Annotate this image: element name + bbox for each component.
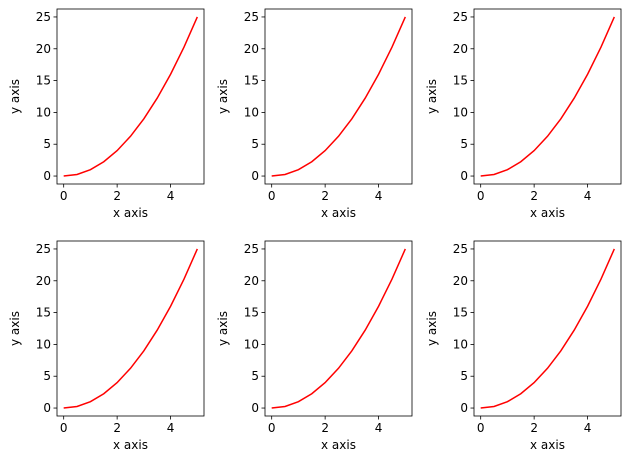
y-tick-label: 5: [43, 369, 51, 383]
x-tick-label: 4: [584, 421, 592, 435]
axes-frame: [56, 8, 205, 185]
data-line: [480, 248, 616, 409]
y-axis-label: y axis: [216, 79, 230, 114]
x-tick-label: 4: [375, 189, 383, 203]
y-tick-label: 5: [251, 137, 259, 151]
data-line: [63, 248, 199, 409]
x-axis-label: x axis: [530, 438, 565, 452]
data-line: [63, 16, 199, 177]
y-tick-label: 20: [36, 42, 51, 56]
y-tick-label: 15: [36, 74, 51, 88]
x-tick-label: 4: [375, 421, 383, 435]
x-tick-label: 0: [268, 189, 276, 203]
y-tick-label: 20: [453, 274, 468, 288]
data-line: [271, 248, 407, 409]
x-tick-label: 4: [167, 421, 175, 435]
x-axis-label: x axis: [321, 206, 356, 220]
y-tick-label: 10: [36, 105, 51, 119]
y-tick-label: 5: [43, 137, 51, 151]
y-axis-label: y axis: [8, 311, 22, 346]
y-tick-label: 20: [244, 42, 259, 56]
axes-frame: [473, 8, 622, 185]
axes-frame: [264, 8, 413, 185]
x-tick-label: 2: [530, 421, 538, 435]
x-tick-label: 0: [268, 421, 276, 435]
y-axis-label: y axis: [8, 79, 22, 114]
y-tick-label: 15: [244, 306, 259, 320]
x-tick-label: 2: [113, 189, 121, 203]
y-tick-label: 25: [453, 10, 468, 24]
x-axis-label: x axis: [113, 438, 148, 452]
y-axis-label: y axis: [425, 79, 439, 114]
y-tick-label: 20: [36, 274, 51, 288]
x-tick-label: 4: [167, 189, 175, 203]
x-axis-label: x axis: [530, 206, 565, 220]
y-tick-label: 15: [453, 306, 468, 320]
y-tick-label: 15: [244, 74, 259, 88]
y-tick-label: 20: [244, 274, 259, 288]
y-tick-label: 25: [36, 242, 51, 256]
x-tick-label: 0: [60, 421, 68, 435]
x-tick-label: 2: [321, 421, 329, 435]
y-tick-label: 15: [453, 74, 468, 88]
x-tick-label: 4: [584, 189, 592, 203]
y-tick-label: 5: [460, 369, 468, 383]
x-tick-label: 2: [113, 421, 121, 435]
y-tick-label: 25: [36, 10, 51, 24]
y-tick-label: 25: [453, 242, 468, 256]
data-line: [271, 16, 407, 177]
x-axis-label: x axis: [113, 206, 148, 220]
y-tick-label: 10: [453, 105, 468, 119]
x-axis-label: x axis: [321, 438, 356, 452]
y-tick-label: 5: [251, 369, 259, 383]
y-tick-label: 20: [453, 42, 468, 56]
x-tick-label: 2: [530, 189, 538, 203]
y-tick-label: 0: [460, 169, 468, 183]
x-tick-label: 0: [477, 421, 485, 435]
y-tick-label: 0: [251, 169, 259, 183]
axes-frame: [473, 240, 622, 417]
x-tick-label: 0: [60, 189, 68, 203]
y-axis-label: y axis: [216, 311, 230, 346]
y-tick-label: 25: [244, 242, 259, 256]
y-tick-label: 0: [43, 169, 51, 183]
y-tick-label: 10: [244, 105, 259, 119]
y-tick-label: 10: [244, 337, 259, 351]
y-tick-label: 0: [460, 401, 468, 415]
y-tick-label: 5: [460, 137, 468, 151]
y-tick-label: 0: [43, 401, 51, 415]
x-tick-label: 2: [321, 189, 329, 203]
axes-frame: [264, 240, 413, 417]
data-line: [480, 16, 616, 177]
y-axis-label: y axis: [425, 311, 439, 346]
y-tick-label: 15: [36, 306, 51, 320]
y-tick-label: 10: [453, 337, 468, 351]
y-tick-label: 10: [36, 337, 51, 351]
y-tick-label: 0: [251, 401, 259, 415]
x-tick-label: 0: [477, 189, 485, 203]
y-tick-label: 25: [244, 10, 259, 24]
axes-frame: [56, 240, 205, 417]
